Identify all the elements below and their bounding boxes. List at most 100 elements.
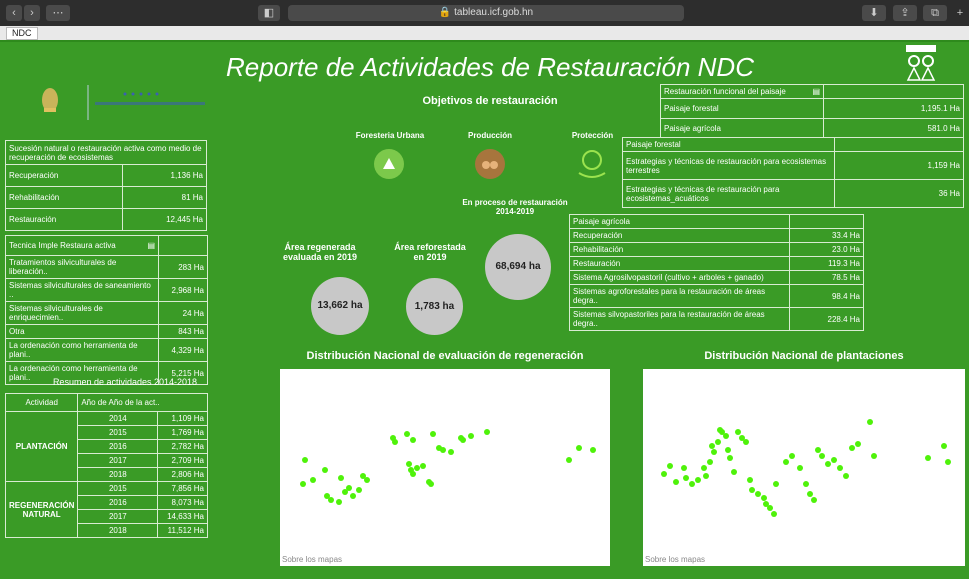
map-point[interactable] bbox=[703, 473, 709, 479]
map-point[interactable] bbox=[941, 443, 947, 449]
map-point[interactable] bbox=[843, 473, 849, 479]
map-point[interactable] bbox=[783, 459, 789, 465]
map-point[interactable] bbox=[410, 437, 416, 443]
map-point[interactable] bbox=[673, 479, 679, 485]
map-point[interactable] bbox=[797, 465, 803, 471]
map-point[interactable] bbox=[681, 465, 687, 471]
sidebar-icon[interactable]: ◧ bbox=[258, 5, 280, 21]
regeneration-map[interactable]: Sobre los mapas bbox=[280, 369, 610, 566]
map-point[interactable] bbox=[661, 471, 667, 477]
map-point[interactable] bbox=[831, 457, 837, 463]
map-point[interactable] bbox=[328, 497, 334, 503]
map-point[interactable] bbox=[771, 511, 777, 517]
map-point[interactable] bbox=[440, 447, 446, 453]
map-point[interactable] bbox=[747, 477, 753, 483]
map-point[interactable] bbox=[735, 429, 741, 435]
map-point[interactable] bbox=[837, 465, 843, 471]
plantations-map[interactable]: Sobre los mapas bbox=[643, 369, 965, 566]
map-point[interactable] bbox=[723, 433, 729, 439]
share-icon[interactable]: ⇪ bbox=[893, 5, 917, 21]
map-point[interactable] bbox=[484, 429, 490, 435]
map-point[interactable] bbox=[739, 435, 745, 441]
map-point[interactable] bbox=[755, 491, 761, 497]
map-point[interactable] bbox=[743, 439, 749, 445]
map-point[interactable] bbox=[749, 487, 755, 493]
map-point[interactable] bbox=[945, 459, 951, 465]
map-point[interactable] bbox=[701, 465, 707, 471]
map-point[interactable] bbox=[849, 445, 855, 451]
map-point[interactable] bbox=[725, 447, 731, 453]
map-point[interactable] bbox=[727, 455, 733, 461]
map-point[interactable] bbox=[719, 429, 725, 435]
map-point[interactable] bbox=[811, 497, 817, 503]
map-point[interactable] bbox=[414, 465, 420, 471]
table-header: Paisaje agrícola bbox=[569, 214, 790, 229]
tabs-icon[interactable]: ⧉ bbox=[923, 5, 947, 21]
map-point[interactable] bbox=[410, 471, 416, 477]
map-point[interactable] bbox=[448, 449, 454, 455]
map-point[interactable] bbox=[392, 439, 398, 445]
map-point[interactable] bbox=[871, 453, 877, 459]
map-point[interactable] bbox=[815, 447, 821, 453]
map-point[interactable] bbox=[428, 481, 434, 487]
new-tab-icon[interactable]: + bbox=[956, 7, 964, 19]
map-point[interactable] bbox=[761, 495, 767, 501]
map-point[interactable] bbox=[695, 477, 701, 483]
tab-ndc[interactable]: NDC bbox=[6, 27, 38, 40]
map-point[interactable] bbox=[468, 433, 474, 439]
map-point[interactable] bbox=[925, 455, 931, 461]
grid-icon[interactable]: ⋯ bbox=[46, 5, 70, 21]
map-point[interactable] bbox=[436, 445, 442, 451]
map-point[interactable] bbox=[711, 449, 717, 455]
map-point[interactable] bbox=[420, 463, 426, 469]
map-point[interactable] bbox=[342, 489, 348, 495]
map-point[interactable] bbox=[590, 447, 596, 453]
map-point[interactable] bbox=[390, 435, 396, 441]
map-point[interactable] bbox=[773, 481, 779, 487]
map-point[interactable] bbox=[408, 467, 414, 473]
map-point[interactable] bbox=[855, 441, 861, 447]
row-label: Sistemas silvopastoriles para la restaur… bbox=[569, 307, 790, 331]
download-icon[interactable]: ⬇ bbox=[862, 5, 886, 21]
map-point[interactable] bbox=[356, 487, 362, 493]
map-point[interactable] bbox=[336, 499, 342, 505]
back-icon[interactable]: ‹ bbox=[6, 5, 22, 21]
map-point[interactable] bbox=[707, 459, 713, 465]
map-point[interactable] bbox=[324, 493, 330, 499]
map-point[interactable] bbox=[566, 457, 572, 463]
map-point[interactable] bbox=[763, 501, 769, 507]
map-point[interactable] bbox=[360, 473, 366, 479]
map-point[interactable] bbox=[300, 481, 306, 487]
map-point[interactable] bbox=[731, 469, 737, 475]
map-point[interactable] bbox=[667, 463, 673, 469]
map-point[interactable] bbox=[767, 505, 773, 511]
map-point[interactable] bbox=[346, 485, 352, 491]
map-point[interactable] bbox=[404, 431, 410, 437]
map-point[interactable] bbox=[683, 475, 689, 481]
value: 2,806 Ha bbox=[157, 467, 208, 482]
map-point[interactable] bbox=[576, 445, 582, 451]
filter-icon[interactable]: ▤ bbox=[147, 241, 155, 250]
map-point[interactable] bbox=[807, 491, 813, 497]
forward-icon[interactable]: › bbox=[24, 5, 40, 21]
map-point[interactable] bbox=[825, 461, 831, 467]
map-point[interactable] bbox=[322, 467, 328, 473]
map-point[interactable] bbox=[867, 419, 873, 425]
map-point[interactable] bbox=[310, 477, 316, 483]
map-point[interactable] bbox=[302, 457, 308, 463]
map-point[interactable] bbox=[338, 475, 344, 481]
map-point[interactable] bbox=[803, 481, 809, 487]
map-point[interactable] bbox=[819, 453, 825, 459]
url-bar[interactable]: 🔒 tableau.icf.gob.hn bbox=[288, 5, 684, 21]
map-point[interactable] bbox=[789, 453, 795, 459]
map-point[interactable] bbox=[709, 443, 715, 449]
map-point[interactable] bbox=[715, 439, 721, 445]
map-point[interactable] bbox=[364, 477, 370, 483]
map-point[interactable] bbox=[689, 481, 695, 487]
row-label: Recuperación bbox=[4, 164, 124, 187]
filter-icon[interactable]: ▤ bbox=[812, 87, 820, 96]
map-point[interactable] bbox=[406, 461, 412, 467]
map-point[interactable] bbox=[460, 437, 466, 443]
map-point[interactable] bbox=[430, 431, 436, 437]
map-point[interactable] bbox=[350, 493, 356, 499]
